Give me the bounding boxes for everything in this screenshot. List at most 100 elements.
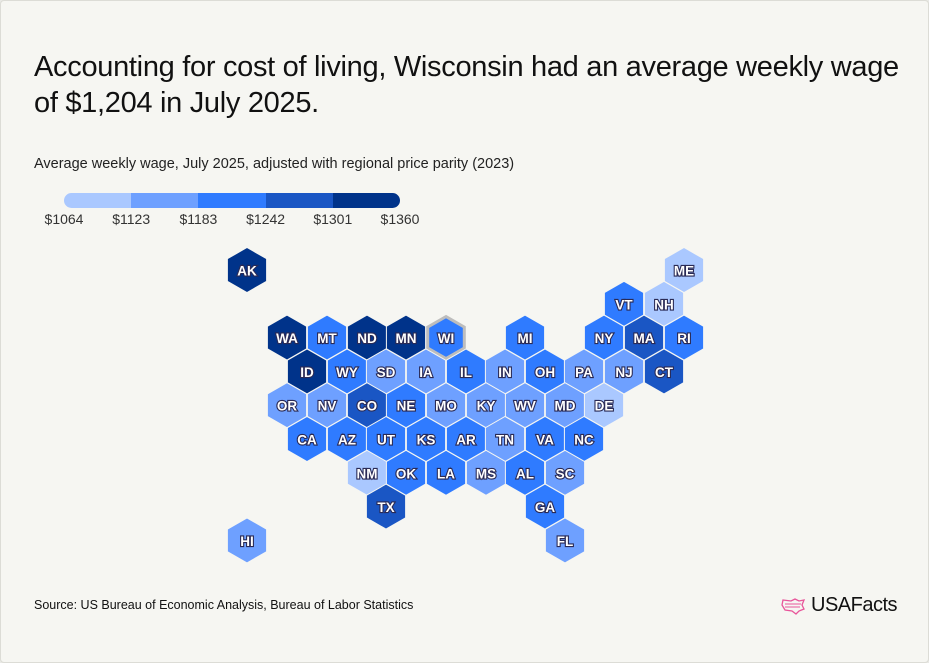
state-hex-fl[interactable]: FL bbox=[544, 517, 586, 564]
highlight-outline bbox=[426, 314, 466, 361]
state-hex-mt[interactable]: MT bbox=[306, 314, 348, 361]
state-label: AZ bbox=[338, 433, 356, 448]
hex-tile[interactable] bbox=[425, 449, 467, 496]
legend-swatch-3 bbox=[198, 193, 266, 208]
legend-tick-label: $1301 bbox=[313, 211, 353, 227]
state-label: GA bbox=[535, 500, 556, 515]
hex-tile[interactable] bbox=[226, 246, 268, 294]
state-hex-tx[interactable]: TX bbox=[365, 483, 407, 530]
state-label: IN bbox=[498, 365, 512, 380]
legend-tick-label: $1242 bbox=[246, 211, 286, 227]
state-label: MD bbox=[555, 399, 576, 414]
state-hex-sc[interactable]: SC bbox=[544, 449, 586, 496]
hex-tile[interactable] bbox=[365, 483, 407, 530]
state-label: MA bbox=[634, 331, 655, 346]
state-hex-wi[interactable]: WI bbox=[425, 314, 467, 361]
state-hex-mi[interactable]: MI bbox=[504, 314, 546, 361]
state-label: WV bbox=[514, 399, 536, 414]
state-hex-mn[interactable]: MN bbox=[385, 314, 427, 361]
state-hex-ca[interactable]: CA bbox=[286, 415, 328, 463]
state-label: NH bbox=[654, 297, 674, 312]
state-hex-ky[interactable]: KY bbox=[465, 382, 507, 429]
chart-title: Accounting for cost of living, Wisconsin… bbox=[34, 51, 899, 119]
state-hex-id[interactable]: ID bbox=[286, 348, 328, 395]
legend-tick-label: $1360 bbox=[380, 211, 420, 227]
state-label: IA bbox=[419, 365, 433, 380]
state-hex-nj[interactable]: NJ bbox=[603, 348, 645, 395]
state-label: ID bbox=[300, 365, 314, 380]
state-hex-nh[interactable]: NH bbox=[643, 280, 685, 327]
state-label: HI bbox=[240, 534, 254, 549]
legend-tick-label: $1064 bbox=[44, 211, 84, 227]
state-label: NM bbox=[357, 466, 378, 481]
hex-tile[interactable] bbox=[226, 517, 268, 564]
state-hex-ne[interactable]: NE bbox=[385, 382, 427, 429]
state-hex-ny[interactable]: NY bbox=[583, 314, 625, 361]
state-hex-pa[interactable]: PA bbox=[563, 348, 605, 395]
state-hex-ct[interactable]: CT bbox=[643, 348, 685, 395]
state-hex-la[interactable]: LA bbox=[425, 449, 467, 496]
state-label: OR bbox=[277, 399, 298, 414]
chart-subtitle: Average weekly wage, July 2025, adjusted… bbox=[34, 156, 515, 172]
state-label: NE bbox=[397, 399, 416, 414]
state-label: WI bbox=[438, 331, 455, 346]
state-label: UT bbox=[377, 433, 396, 448]
state-hex-ar[interactable]: AR bbox=[445, 415, 487, 463]
state-hex-ak[interactable]: AK bbox=[226, 246, 268, 294]
state-hex-wv[interactable]: WV bbox=[504, 382, 546, 429]
state-hex-ri[interactable]: RI bbox=[663, 314, 705, 361]
legend-tick-label: $1183 bbox=[179, 211, 218, 227]
legend-swatch-2 bbox=[131, 193, 199, 208]
state-hex-il[interactable]: IL bbox=[445, 348, 487, 395]
state-label: KS bbox=[417, 433, 436, 448]
state-label: MT bbox=[317, 331, 337, 346]
hex-tile[interactable] bbox=[643, 348, 685, 395]
state-label: SC bbox=[556, 466, 575, 481]
hex-tile[interactable] bbox=[286, 415, 328, 463]
state-hex-or[interactable]: OR bbox=[266, 382, 308, 429]
state-label: TN bbox=[496, 433, 514, 448]
state-label: WY bbox=[336, 365, 358, 380]
state-label: FL bbox=[557, 534, 574, 549]
state-label: AK bbox=[237, 264, 257, 279]
state-hex-hi[interactable]: HI bbox=[226, 517, 268, 564]
state-label: RI bbox=[677, 331, 691, 346]
state-label: MI bbox=[518, 331, 533, 346]
state-label: NV bbox=[318, 399, 337, 414]
state-hex-nv[interactable]: NV bbox=[306, 382, 348, 429]
state-hex-ut[interactable]: UT bbox=[365, 415, 407, 463]
state-label: KY bbox=[477, 399, 496, 414]
state-hex-oh[interactable]: OH bbox=[524, 348, 566, 395]
state-hex-mo[interactable]: MO bbox=[425, 382, 467, 429]
state-hex-vt[interactable]: VT bbox=[603, 280, 645, 327]
state-label: VT bbox=[615, 297, 633, 312]
usa-flag-map-icon bbox=[781, 597, 806, 615]
state-label: AR bbox=[456, 433, 476, 448]
state-hex-me[interactable]: ME bbox=[663, 246, 705, 294]
state-hex-nm[interactable]: NM bbox=[346, 449, 388, 496]
state-label: MO bbox=[435, 399, 457, 414]
state-label: IL bbox=[460, 365, 472, 380]
state-label: AL bbox=[516, 466, 534, 481]
legend-swatch-1 bbox=[64, 193, 132, 208]
state-hex-ia[interactable]: IA bbox=[405, 348, 447, 395]
state-label: PA bbox=[575, 365, 593, 380]
state-hex-nd[interactable]: ND bbox=[346, 314, 388, 361]
state-hex-ms[interactable]: MS bbox=[465, 449, 507, 496]
state-hex-de[interactable]: DE bbox=[583, 382, 625, 429]
hex-tile[interactable] bbox=[544, 517, 586, 564]
state-hex-ok[interactable]: OK bbox=[385, 449, 427, 496]
state-hex-ga[interactable]: GA bbox=[524, 483, 566, 530]
state-label: NJ bbox=[615, 365, 632, 380]
logo-text: USAFacts bbox=[811, 594, 898, 616]
usafacts-logo: USAFacts bbox=[781, 594, 898, 617]
state-hex-wa[interactable]: WA bbox=[266, 314, 308, 361]
state-label: NC bbox=[574, 433, 594, 448]
state-label: VA bbox=[536, 433, 554, 448]
state-hex-sd[interactable]: SD bbox=[365, 348, 407, 395]
state-label: CO bbox=[357, 399, 377, 414]
source-note: Source: US Bureau of Economic Analysis, … bbox=[34, 598, 414, 612]
state-label: MN bbox=[396, 331, 417, 346]
